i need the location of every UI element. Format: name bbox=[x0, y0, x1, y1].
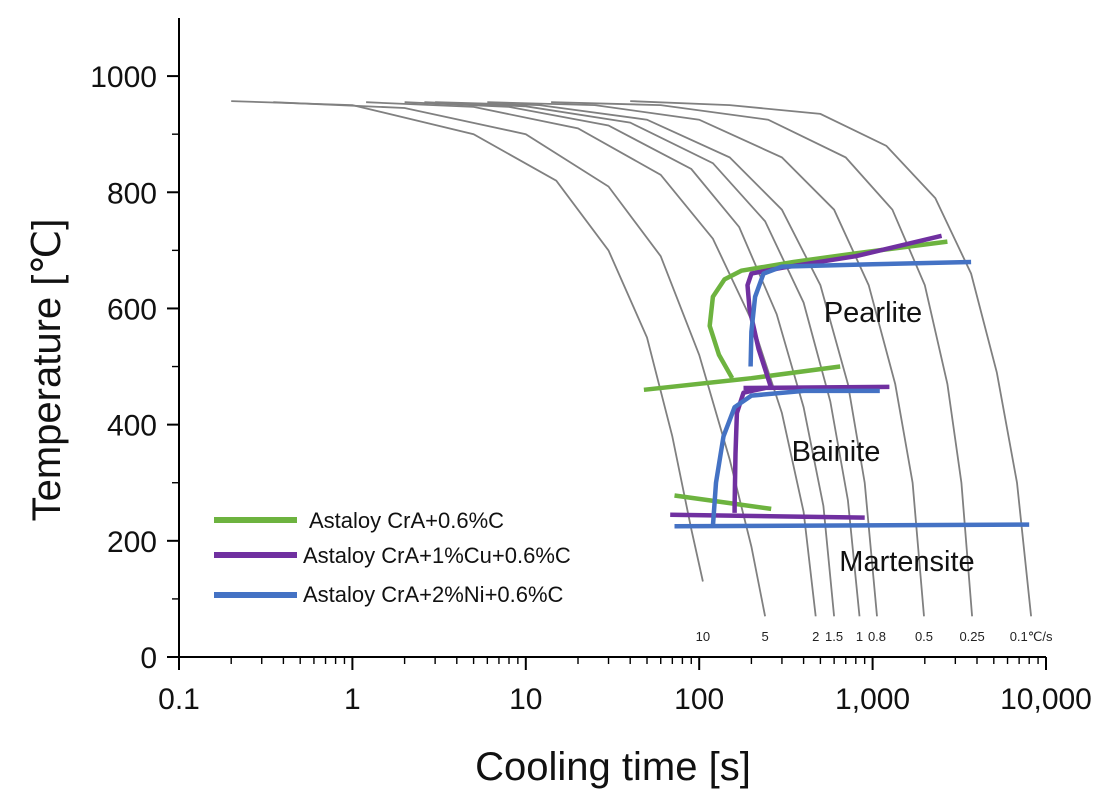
y-tick-label: 800 bbox=[107, 177, 157, 210]
cooling-curve bbox=[551, 101, 973, 617]
legend-item: Astaloy CrA+0.6%C bbox=[214, 508, 504, 533]
cooling-curve bbox=[487, 101, 925, 617]
cooling-curve bbox=[630, 100, 1032, 617]
cooling-rate-label: 0.25 bbox=[959, 629, 984, 644]
x-tick-label: 1,000 bbox=[835, 683, 910, 716]
y-tick-label: 200 bbox=[107, 526, 157, 559]
series-line bbox=[707, 239, 948, 380]
legend-item: Astaloy CrA+1%Cu+0.6%C bbox=[214, 543, 571, 568]
cooling-curve bbox=[366, 101, 817, 617]
y-tick-label: 400 bbox=[107, 410, 157, 443]
legend-label: Astaloy CrA+0.6%C bbox=[309, 508, 504, 533]
x-tick-label: 1 bbox=[344, 683, 361, 716]
region-label-martensite: Martensite bbox=[839, 546, 974, 578]
alloy-series bbox=[643, 233, 1030, 529]
series-line bbox=[643, 364, 841, 393]
legend-label: Astaloy CrA+1%Cu+0.6%C bbox=[303, 543, 571, 568]
axes bbox=[167, 18, 1047, 670]
cooling-curve bbox=[404, 101, 835, 617]
cooling-rate-labels: 10 5 2 1.5 1 0.8 0.5 0.25 0.1℃/s bbox=[696, 629, 1053, 644]
legend-label: Astaloy CrA+2%Ni+0.6%C bbox=[303, 582, 564, 607]
cooling-rate-label: 0.8 bbox=[868, 629, 886, 644]
cooling-curve bbox=[424, 101, 861, 617]
cooling-rate-label: 1 bbox=[856, 629, 863, 644]
series-line bbox=[748, 259, 972, 367]
y-axis-title: Temperature [℃] bbox=[25, 219, 69, 522]
cooling-rate-label: 0.5 bbox=[915, 629, 933, 644]
cooling-rate-label: 1.5 bbox=[825, 629, 843, 644]
x-tick-label: 10,000 bbox=[1000, 683, 1092, 716]
series-line bbox=[743, 384, 890, 391]
cooling-curve bbox=[435, 101, 878, 617]
cooling-curve bbox=[273, 101, 766, 617]
cooling-rate-label: 5 bbox=[761, 629, 768, 644]
cooling-curves bbox=[231, 100, 1032, 617]
legend: Astaloy CrA+0.6%C Astaloy CrA+1%Cu+0.6%C… bbox=[214, 508, 571, 607]
series-line bbox=[674, 522, 1030, 529]
y-tick-label: 600 bbox=[107, 293, 157, 326]
legend-item: Astaloy CrA+2%Ni+0.6%C bbox=[214, 582, 564, 607]
series-line bbox=[674, 493, 772, 512]
tick-labels: 0.1 1 10 100 1,000 10,000 0 200 400 600 800 1000 bbox=[90, 61, 1092, 716]
y-tick-label: 0 bbox=[140, 642, 157, 675]
cooling-rate-label: 0.1℃/s bbox=[1010, 629, 1053, 644]
cooling-rate-label: 2 bbox=[812, 629, 819, 644]
series-line bbox=[732, 385, 766, 513]
series-line bbox=[670, 512, 865, 520]
region-label-bainite: Bainite bbox=[792, 436, 881, 468]
x-tick-label: 0.1 bbox=[158, 683, 200, 716]
series-line bbox=[710, 388, 880, 527]
x-tick-label: 100 bbox=[674, 683, 724, 716]
series-line bbox=[745, 233, 943, 389]
y-tick-label: 1000 bbox=[90, 61, 157, 94]
cooling-rate-label: 10 bbox=[696, 629, 710, 644]
x-tick-label: 10 bbox=[509, 683, 542, 716]
region-label-pearlite: Pearlite bbox=[824, 297, 922, 329]
x-axis-title: Cooling time [s] bbox=[475, 745, 751, 789]
